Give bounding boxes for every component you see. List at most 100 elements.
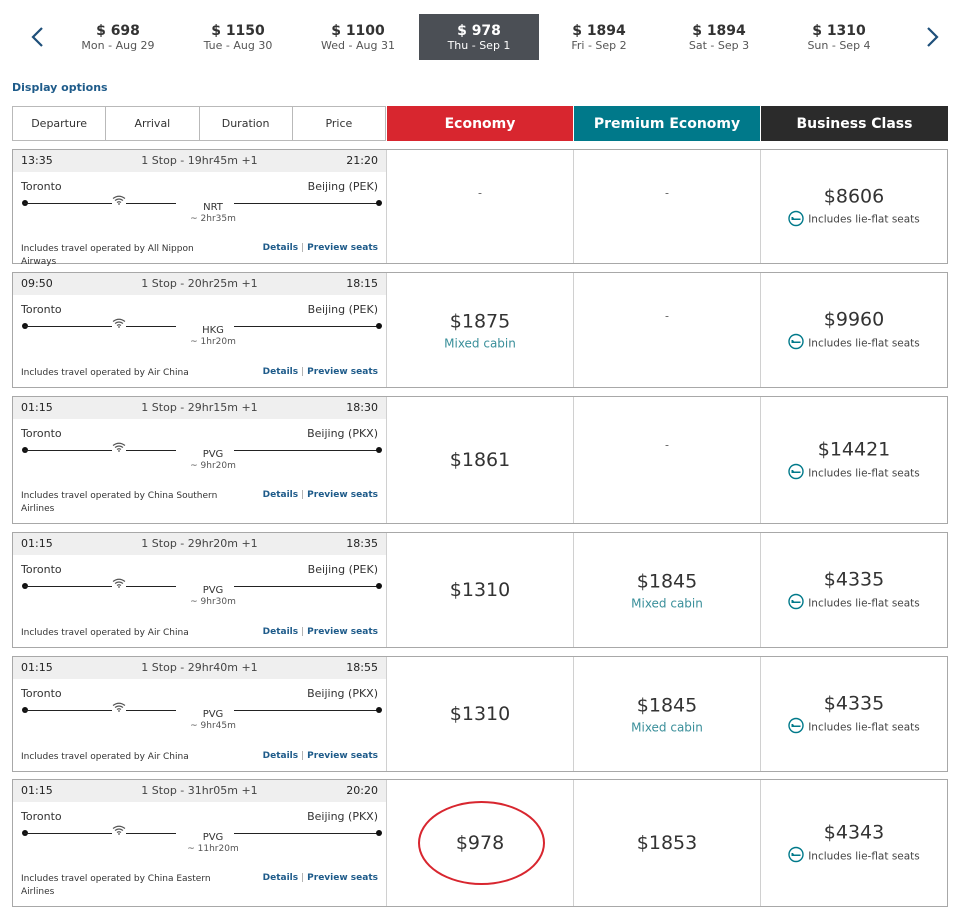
details-link[interactable]: Details xyxy=(262,243,299,253)
date-option[interactable]: $ 1894 Fri - Sep 2 xyxy=(539,14,659,60)
sort-tab-arrival[interactable]: Arrival xyxy=(106,107,200,140)
flight-result-row: 1 Stop - 19hr45m +1 13:35 21:20 Toronto Beij… xyxy=(12,149,948,267)
details-link[interactable]: Details xyxy=(262,627,299,637)
date-label: Wed - Aug 31 xyxy=(321,39,395,52)
mixed-cabin-label: Mixed cabin xyxy=(631,596,703,611)
flight-info: 1 Stop - 29hr40m +1 01:15 18:55 Toronto Beij… xyxy=(13,657,387,771)
link-separator: | xyxy=(301,751,305,761)
preview-seats-link[interactable]: Preview seats xyxy=(307,873,378,883)
fare-option-premium: - xyxy=(574,438,760,451)
fare-price: $1853 xyxy=(636,832,698,854)
date-option[interactable]: $ 1310 Sun - Sep 4 xyxy=(779,14,899,60)
lie-flat-note: Includes lie-flat seats xyxy=(761,717,947,737)
chevron-right-icon[interactable] xyxy=(922,24,942,50)
destination-dot xyxy=(376,447,382,453)
route-segment xyxy=(24,450,176,451)
operator-note: Includes travel operated by Air China xyxy=(21,628,189,638)
route-line xyxy=(22,442,382,455)
fare-cell-economy: $1875 Mixed cabin xyxy=(387,273,574,387)
route-segment xyxy=(234,710,380,711)
fare-option-business[interactable]: $9960 Includes lie-flat seats xyxy=(761,308,947,353)
date-option[interactable]: $ 1100 Wed - Aug 31 xyxy=(298,14,418,60)
layover-duration: ~ 9hr45m xyxy=(190,721,236,731)
fare-option-premium[interactable]: $1853 xyxy=(574,831,760,855)
sort-tab-duration[interactable]: Duration xyxy=(200,107,293,140)
fare-option-business[interactable]: $8606 Includes lie-flat seats xyxy=(761,184,947,229)
flight-links: Details | Preview seats xyxy=(263,751,378,761)
date-option-selected[interactable]: $ 978 Thu - Sep 1 xyxy=(419,14,539,60)
destination-dot xyxy=(376,583,382,589)
fare-cell-premium: - xyxy=(574,273,761,387)
origin-city: Toronto xyxy=(21,687,62,700)
fare-cell-economy: $1861 xyxy=(387,397,574,523)
fare-unavailable: - xyxy=(665,309,669,323)
fare-option-premium[interactable]: $1845 Mixed cabin xyxy=(574,694,760,735)
destination-city: Beijing (PEK) xyxy=(307,180,378,193)
preview-seats-link[interactable]: Preview seats xyxy=(307,490,378,500)
lie-flat-seat-icon xyxy=(788,333,804,353)
lie-flat-seat-icon xyxy=(788,846,804,866)
fare-option-economy[interactable]: $1875 Mixed cabin xyxy=(387,310,573,351)
details-link[interactable]: Details xyxy=(262,490,299,500)
preview-seats-link[interactable]: Preview seats xyxy=(307,367,378,377)
origin-city: Toronto xyxy=(21,180,62,193)
sort-tab-departure[interactable]: Departure xyxy=(13,107,107,140)
fare-price: $1875 xyxy=(449,310,511,333)
destination-dot xyxy=(376,707,382,713)
date-option[interactable]: $ 1894 Sat - Sep 3 xyxy=(659,14,779,60)
arrival-time: 18:35 xyxy=(346,537,378,550)
display-options-link[interactable]: Display options xyxy=(12,81,108,94)
fare-option-economy[interactable]: $1310 xyxy=(387,702,573,726)
connection-airport: NRT xyxy=(203,202,223,213)
arrival-time: 20:20 xyxy=(346,784,378,797)
link-separator: | xyxy=(301,490,305,500)
lie-flat-seat-icon xyxy=(788,463,804,483)
destination-city: Beijing (PKX) xyxy=(307,810,378,823)
details-link[interactable]: Details xyxy=(262,751,299,761)
fare-option-economy[interactable]: $1861 xyxy=(387,448,573,472)
fare-cell-premium: - xyxy=(574,397,761,523)
date-option[interactable]: $ 1150 Tue - Aug 30 xyxy=(178,14,298,60)
fare-option-business[interactable]: $4343 Includes lie-flat seats xyxy=(761,821,947,866)
lie-flat-label: Includes lie-flat seats xyxy=(808,467,920,479)
fare-price: $4335 xyxy=(823,692,885,715)
flight-info: 1 Stop - 19hr45m +1 13:35 21:20 Toronto Beij… xyxy=(13,150,387,267)
fare-option-business[interactable]: $4335 Includes lie-flat seats xyxy=(761,692,947,737)
preview-seats-link[interactable]: Preview seats xyxy=(307,627,378,637)
chevron-left-icon[interactable] xyxy=(28,24,48,50)
date-label: Tue - Aug 30 xyxy=(203,39,273,52)
flight-summary-bar: 1 Stop - 29hr40m +1 01:15 18:55 xyxy=(13,657,386,679)
fare-option-economy[interactable]: $1310 xyxy=(387,578,573,602)
fare-option-business[interactable]: $14421 Includes lie-flat seats xyxy=(761,438,947,483)
details-link[interactable]: Details xyxy=(262,873,299,883)
flight-info: 1 Stop - 31hr05m +1 01:15 20:20 Toronto Beij… xyxy=(13,780,387,906)
fare-price: $1861 xyxy=(449,449,511,471)
fare-option-premium[interactable]: $1845 Mixed cabin xyxy=(574,570,760,611)
link-separator: | xyxy=(301,243,305,253)
preview-seats-link[interactable]: Preview seats xyxy=(307,751,378,761)
layover-duration: ~ 9hr30m xyxy=(190,597,236,607)
flight-summary-bar: 1 Stop - 29hr15m +1 01:15 18:30 xyxy=(13,397,386,419)
mixed-cabin-label: Mixed cabin xyxy=(631,720,703,735)
date-option[interactable]: $ 698 Mon - Aug 29 xyxy=(58,14,178,60)
route-line xyxy=(22,702,382,715)
flight-links: Details | Preview seats xyxy=(263,367,378,377)
fare-cell-business: $8606 Includes lie-flat seats xyxy=(761,150,947,263)
wifi-icon xyxy=(112,578,126,588)
flight-summary-bar: 1 Stop - 29hr20m +1 01:15 18:35 xyxy=(13,533,386,555)
fare-option-business[interactable]: $4335 Includes lie-flat seats xyxy=(761,568,947,613)
route-segment xyxy=(24,710,176,711)
details-link[interactable]: Details xyxy=(262,367,299,377)
origin-city: Toronto xyxy=(21,810,62,823)
fare-cell-business: $4335 Includes lie-flat seats xyxy=(761,657,947,771)
flight-info: 1 Stop - 20hr25m +1 09:50 18:15 Toronto Beij… xyxy=(13,273,387,387)
lie-flat-label: Includes lie-flat seats xyxy=(808,213,920,226)
fare-option-economy[interactable]: $978 xyxy=(387,831,573,855)
sort-tab-price[interactable]: Price xyxy=(325,117,353,130)
fare-cell-business: $9960 Includes lie-flat seats xyxy=(761,273,947,387)
flight-result-row: 1 Stop - 29hr40m +1 01:15 18:55 Toronto Beij… xyxy=(12,656,948,772)
arrival-time: 18:15 xyxy=(346,277,378,290)
date-label: Sun - Sep 4 xyxy=(807,39,871,52)
link-separator: | xyxy=(301,627,305,637)
preview-seats-link[interactable]: Preview seats xyxy=(307,243,378,253)
